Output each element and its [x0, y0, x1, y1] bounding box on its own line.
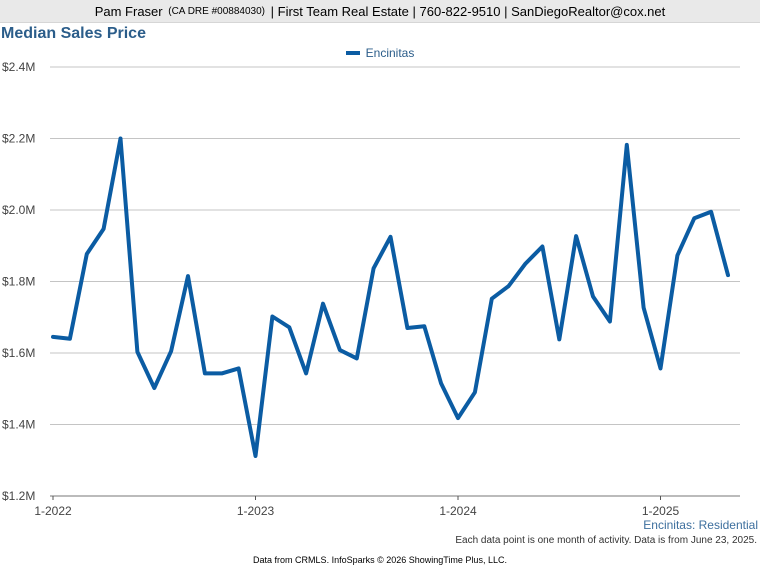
y-tick-label: $1.4M — [2, 418, 35, 432]
y-tick-label: $1.6M — [2, 346, 35, 360]
company-name: First Team Real Estate — [277, 3, 409, 19]
separator: | — [504, 3, 508, 19]
data-source-footer: Data from CRMLS. InfoSparks © 2026 Showi… — [253, 555, 507, 565]
y-tick-label: $1.8M — [2, 275, 35, 289]
chart-title: Median Sales Price — [1, 25, 146, 42]
agent-license: (CA DRE #00884030) — [168, 5, 265, 17]
region-label: Encinitas: Residential — [643, 518, 758, 532]
x-tick-label: 1-2023 — [237, 504, 275, 518]
x-tick-label: 1-2022 — [34, 504, 72, 518]
legend-label: Encinitas — [365, 46, 415, 60]
legend-swatch — [345, 51, 360, 55]
y-tick-label: $2.4M — [2, 60, 35, 74]
x-tick-label: 1-2025 — [642, 504, 680, 518]
y-tick-label: $1.2M — [2, 489, 35, 503]
data-note: Each data point is one month of activity… — [455, 535, 757, 546]
phone-number[interactable]: 760-822-9510 — [419, 3, 501, 19]
separator: | — [412, 3, 416, 19]
x-tick-label: 1-2024 — [439, 504, 477, 518]
agent-name: Pam Fraser — [94, 3, 163, 19]
separator: | — [270, 3, 274, 19]
email-address[interactable]: SanDiegoRealtor@cox.net — [511, 3, 666, 19]
y-tick-label: $2.2M — [2, 132, 35, 146]
chart-legend[interactable]: Encinitas — [0, 46, 760, 60]
agent-header: Pam Fraser (CA DRE #00884030) | First Te… — [0, 0, 760, 23]
y-tick-label: $2.0M — [2, 203, 35, 217]
series-line-encinitas — [51, 136, 730, 458]
